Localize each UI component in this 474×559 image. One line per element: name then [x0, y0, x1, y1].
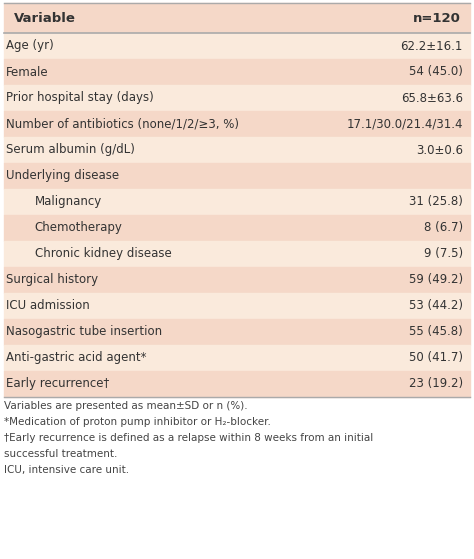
Text: ICU admission: ICU admission: [6, 300, 90, 312]
Bar: [4, 293, 470, 319]
Bar: [4, 111, 470, 137]
Text: Female: Female: [6, 65, 49, 78]
Text: 54 (45.0): 54 (45.0): [409, 65, 463, 78]
Text: 31 (25.8): 31 (25.8): [409, 196, 463, 209]
Text: Malignancy: Malignancy: [35, 196, 102, 209]
Text: Chronic kidney disease: Chronic kidney disease: [35, 248, 172, 260]
Text: Prior hospital stay (days): Prior hospital stay (days): [6, 92, 154, 105]
Text: 59 (49.2): 59 (49.2): [409, 273, 463, 287]
Text: Anti-gastric acid agent*: Anti-gastric acid agent*: [6, 352, 147, 364]
Text: 55 (45.8): 55 (45.8): [409, 325, 463, 339]
Bar: [4, 189, 470, 215]
Text: Variable: Variable: [13, 12, 75, 25]
Text: successful treatment.: successful treatment.: [4, 449, 118, 459]
Text: 23 (19.2): 23 (19.2): [409, 377, 463, 391]
Text: Age (yr): Age (yr): [6, 40, 54, 53]
Text: 9 (7.5): 9 (7.5): [424, 248, 463, 260]
Text: ICU, intensive care unit.: ICU, intensive care unit.: [4, 466, 129, 476]
Text: Early recurrence†: Early recurrence†: [6, 377, 109, 391]
Bar: [4, 137, 470, 163]
Bar: [4, 319, 470, 345]
Bar: [4, 33, 470, 59]
Text: 8 (6.7): 8 (6.7): [424, 221, 463, 234]
Text: Underlying disease: Underlying disease: [6, 169, 119, 182]
Text: †Early recurrence is defined as a relapse within 8 weeks from an initial: †Early recurrence is defined as a relaps…: [4, 433, 373, 443]
Bar: [4, 371, 470, 397]
Bar: [4, 345, 470, 371]
Text: Surgical history: Surgical history: [6, 273, 99, 287]
Text: Nasogastric tube insertion: Nasogastric tube insertion: [6, 325, 163, 339]
Bar: [4, 267, 470, 293]
Bar: [4, 59, 470, 85]
Text: *Medication of proton pump inhibitor or H₂-blocker.: *Medication of proton pump inhibitor or …: [4, 418, 271, 428]
Bar: [4, 215, 470, 241]
Text: Number of antibiotics (none/1/2/≥3, %): Number of antibiotics (none/1/2/≥3, %): [6, 117, 239, 130]
Text: 53 (44.2): 53 (44.2): [409, 300, 463, 312]
Text: 17.1/30.0/21.4/31.4: 17.1/30.0/21.4/31.4: [346, 117, 463, 130]
Text: Variables are presented as mean±SD or n (%).: Variables are presented as mean±SD or n …: [4, 401, 247, 411]
Text: Chemotherapy: Chemotherapy: [35, 221, 123, 234]
Bar: [4, 85, 470, 111]
Text: 65.8±63.6: 65.8±63.6: [401, 92, 463, 105]
Text: 3.0±0.6: 3.0±0.6: [416, 144, 463, 157]
Bar: [4, 3, 470, 33]
Bar: [4, 241, 470, 267]
Text: Serum albumin (g/dL): Serum albumin (g/dL): [6, 144, 135, 157]
Bar: [4, 163, 470, 189]
Text: 62.2±16.1: 62.2±16.1: [401, 40, 463, 53]
Text: n=120: n=120: [413, 12, 461, 25]
Text: 50 (41.7): 50 (41.7): [409, 352, 463, 364]
